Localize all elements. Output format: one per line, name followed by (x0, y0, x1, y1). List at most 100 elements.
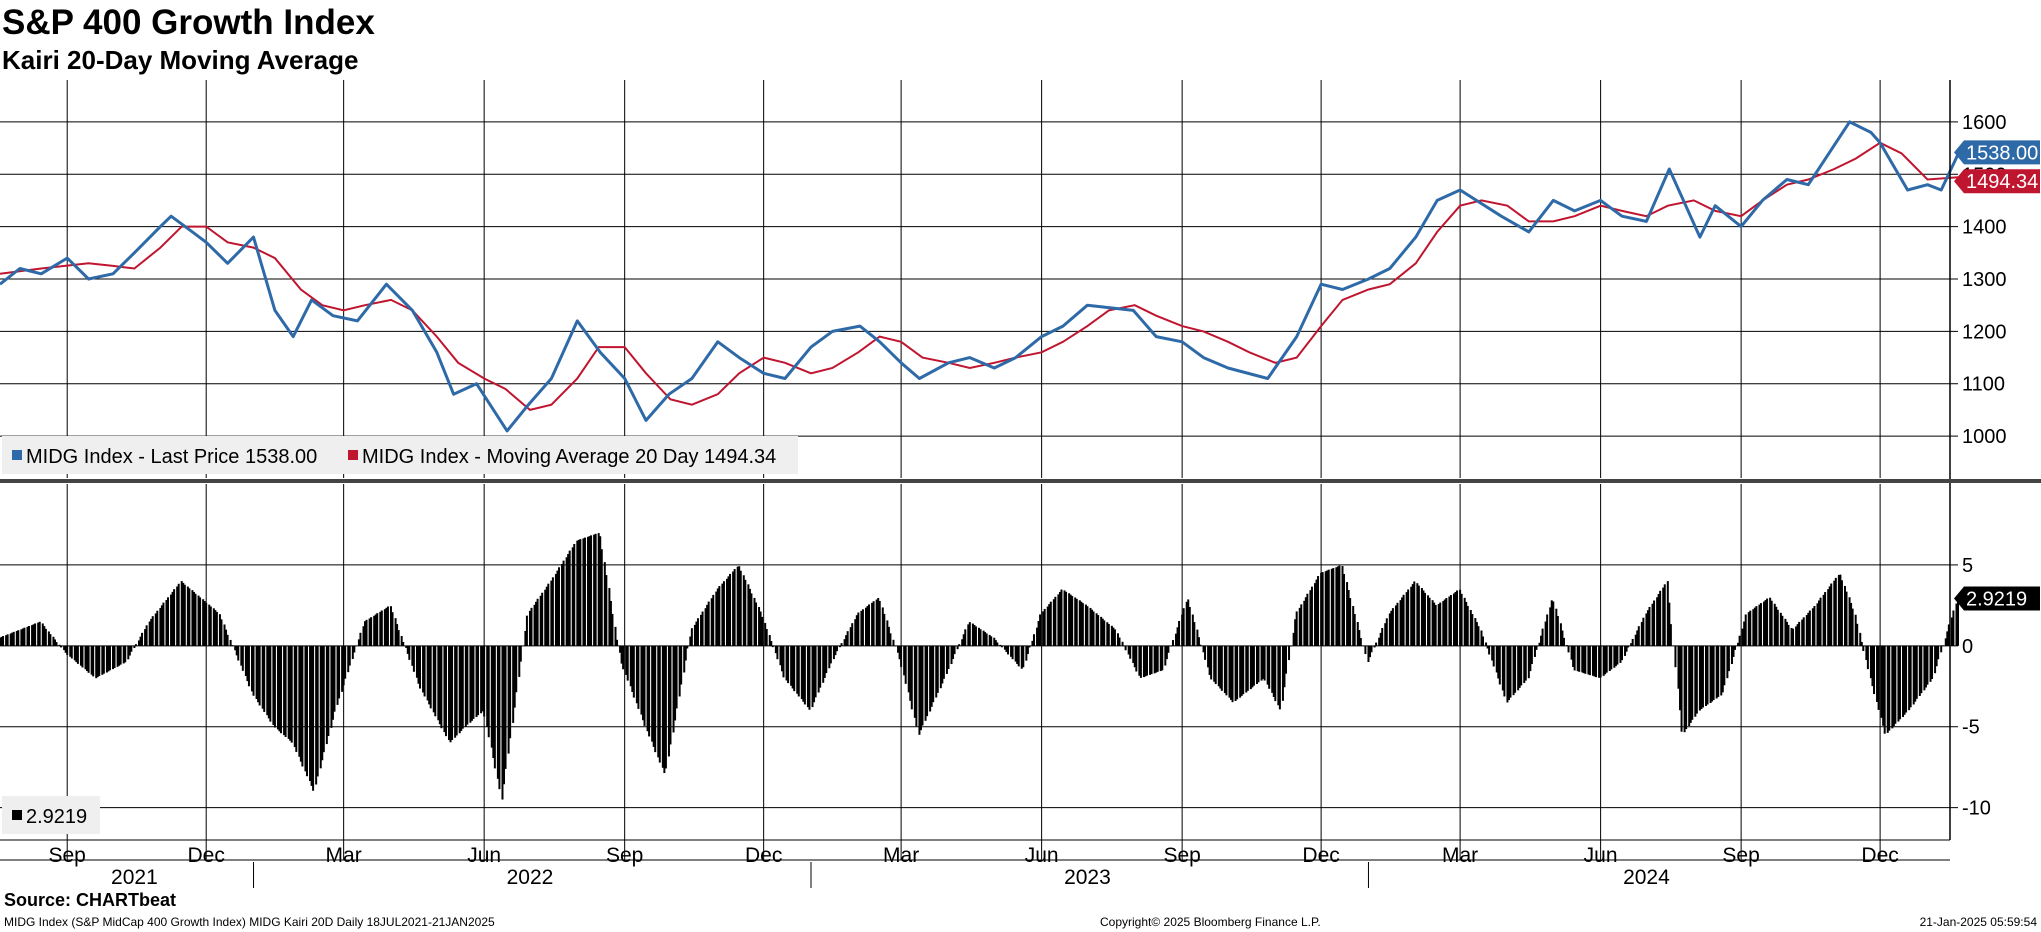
kairi-bar-427 (910, 645, 913, 710)
kairi-bar-317 (675, 645, 678, 709)
kairi-bar-908 (1940, 645, 1943, 653)
kairi-bar-475 (1014, 645, 1017, 662)
kairi-bar-610 (1303, 600, 1306, 646)
kairi-bar-61 (128, 645, 131, 656)
kairi-bar-489 (1043, 608, 1046, 646)
kairi-bar-897 (1915, 645, 1918, 699)
kairi-bar-304 (648, 645, 651, 737)
kairi-bar-896 (1914, 645, 1917, 702)
kairi-bar-118 (251, 645, 254, 692)
kairi-bar-874 (1866, 645, 1869, 670)
kairi-bar-323 (689, 636, 692, 646)
kairi-bar-98 (208, 604, 211, 646)
kairi-bar-314 (669, 645, 672, 745)
kairi-bar-355 (758, 606, 761, 646)
chart-subtitle: Kairi 20-Day Moving Average (2, 45, 359, 75)
kairi-bar-495 (1057, 594, 1060, 646)
kairi-bar-357 (761, 616, 764, 646)
kairi-bar-604 (1289, 645, 1292, 647)
kairi-bar-198 (422, 645, 425, 693)
kairi-bar-439 (936, 645, 939, 693)
kairi-bar-915 (1955, 603, 1958, 646)
moving-average-line (0, 141, 1959, 411)
kairi-bar-203 (432, 645, 435, 713)
kairi-bar-783 (1672, 645, 1675, 647)
kairi-bar-481 (1026, 645, 1029, 655)
kairi-bar-412 (878, 600, 881, 646)
kairi-bar-691 (1475, 622, 1478, 646)
kairi-bar-566 (1208, 645, 1211, 675)
kairi-bar-628 (1341, 566, 1344, 646)
kairi-bar-867 (1851, 608, 1854, 646)
kairi-bar-500 (1068, 593, 1071, 646)
kairi-bar-803 (1715, 645, 1718, 699)
kairi-tag-label: 2.9219 (1966, 589, 2027, 611)
kairi-bar-854 (1824, 592, 1827, 646)
kairi-bar-437 (932, 645, 935, 703)
kairi-bar-99 (209, 606, 212, 646)
kairi-bar-457 (974, 626, 977, 646)
kairi-bar-804 (1717, 645, 1720, 697)
kairi-bar-433 (924, 645, 927, 721)
kairi-bar-758 (1619, 645, 1622, 663)
kairi-bar-278 (593, 534, 596, 646)
kairi-bar-298 (635, 645, 638, 704)
kairi-bar-383 (817, 645, 820, 693)
kairi-bar-832 (1776, 609, 1779, 646)
kairi-bar-847 (1808, 610, 1811, 646)
kairi-bar-261 (556, 570, 559, 646)
kairi-bar-319 (680, 645, 683, 685)
kairi-bar-529 (1129, 645, 1132, 659)
kairi-bar-209 (444, 645, 447, 737)
kairi-bar-775 (1656, 597, 1659, 646)
kairi-bar-345 (736, 566, 739, 646)
kairi-bar-376 (802, 645, 805, 702)
kairi-bar-719 (1535, 645, 1538, 650)
kairi-bar-386 (823, 645, 826, 678)
kairi-bar-914 (1952, 610, 1955, 646)
kairi-bar-167 (354, 645, 357, 647)
top-ytick-label-1000: 1000 (1962, 426, 2007, 448)
kairi-bar-569 (1214, 645, 1217, 685)
kairi-bar-275 (587, 536, 590, 646)
kairi-bar-109 (231, 645, 234, 646)
kairi-bar-839 (1792, 628, 1795, 646)
kairi-bar-279 (594, 533, 597, 646)
kairi-bar-774 (1653, 600, 1656, 646)
bottom-ytick-label--10: -10 (1962, 798, 1991, 820)
kairi-bar-601 (1283, 645, 1286, 688)
kairi-bar-698 (1491, 645, 1494, 661)
kairi-bar-548 (1170, 645, 1173, 647)
kairi-bar-67 (141, 632, 144, 646)
kairi-bar-282 (600, 549, 603, 646)
kairi-bar-573 (1223, 645, 1226, 694)
kairi-bar-476 (1016, 645, 1019, 664)
kairi-bar-254 (541, 592, 544, 646)
kairi-bar-715 (1527, 645, 1530, 679)
kairi-bar-424 (904, 645, 907, 684)
kairi-bar-544 (1161, 645, 1164, 671)
kairi-bar-857 (1830, 583, 1833, 646)
kairi-bar-599 (1278, 645, 1281, 710)
kairi-bar-816 (1743, 621, 1746, 646)
kairi-bar-144 (305, 645, 308, 777)
kairi-bar-479 (1022, 645, 1025, 668)
kairi-bar-356 (759, 611, 762, 646)
kairi-bar-75 (159, 608, 162, 646)
kairi-bar-274 (583, 537, 586, 646)
kairi-bar-196 (417, 645, 420, 684)
top-legend-box (2, 436, 798, 474)
kairi-bar-499 (1065, 591, 1068, 646)
bottom-ytick-label-0: 0 (1962, 636, 1973, 658)
kairi-bar-56 (118, 645, 121, 666)
kairi-bar-297 (632, 645, 635, 698)
kairi-bar-32 (66, 645, 69, 655)
kairi-bar-560 (1196, 629, 1199, 646)
kairi-bar-588 (1255, 645, 1258, 685)
kairi-bar-777 (1659, 590, 1662, 646)
kairi-bar-726 (1550, 600, 1553, 646)
kairi-bar-228 (486, 645, 489, 727)
kairi-bar-70 (148, 621, 151, 646)
kairi-bar-663 (1416, 583, 1419, 646)
kairi-bar-585 (1249, 645, 1252, 690)
